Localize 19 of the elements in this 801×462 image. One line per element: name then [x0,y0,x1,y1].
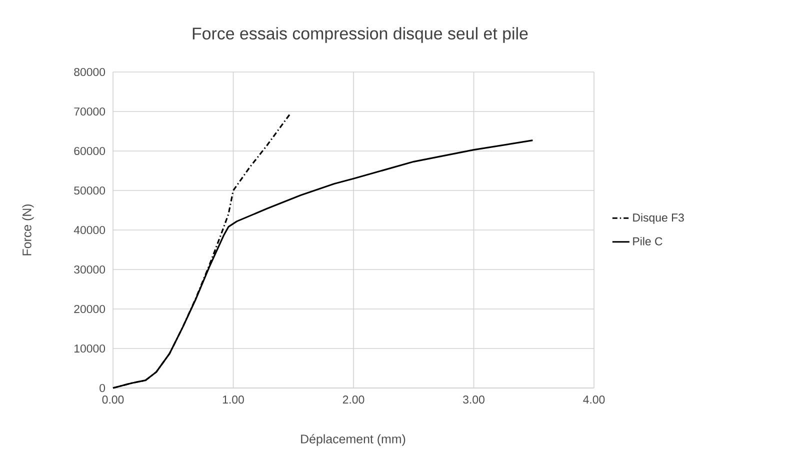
legend-label: Pile C [633,236,662,246]
x-tick-label: 4.00 [583,396,605,404]
x-tick-label: 1.00 [222,396,244,404]
y-tick-label: 80000 [74,68,106,76]
y-tick-label: 20000 [74,304,106,314]
legend-label: Disque F3 [633,213,684,224]
chart-title: Force essais compression disque seul et pile [192,27,528,43]
y-tick-label: 70000 [74,107,106,116]
y-tick-label: 30000 [74,265,106,274]
y-tick-label: 60000 [74,146,106,156]
y-tick-label: 0 [100,384,106,392]
x-tick-label: 0.00 [102,396,124,404]
x-axis-title: Déplacement (mm) [301,434,406,446]
y-tick-label: 10000 [74,344,106,353]
y-axis-title: Force (N) [22,204,34,256]
x-tick-label: 2.00 [342,396,364,404]
x-tick-label: 3.00 [463,396,484,404]
y-tick-label: 50000 [74,186,106,195]
y-tick-label: 40000 [74,226,106,234]
